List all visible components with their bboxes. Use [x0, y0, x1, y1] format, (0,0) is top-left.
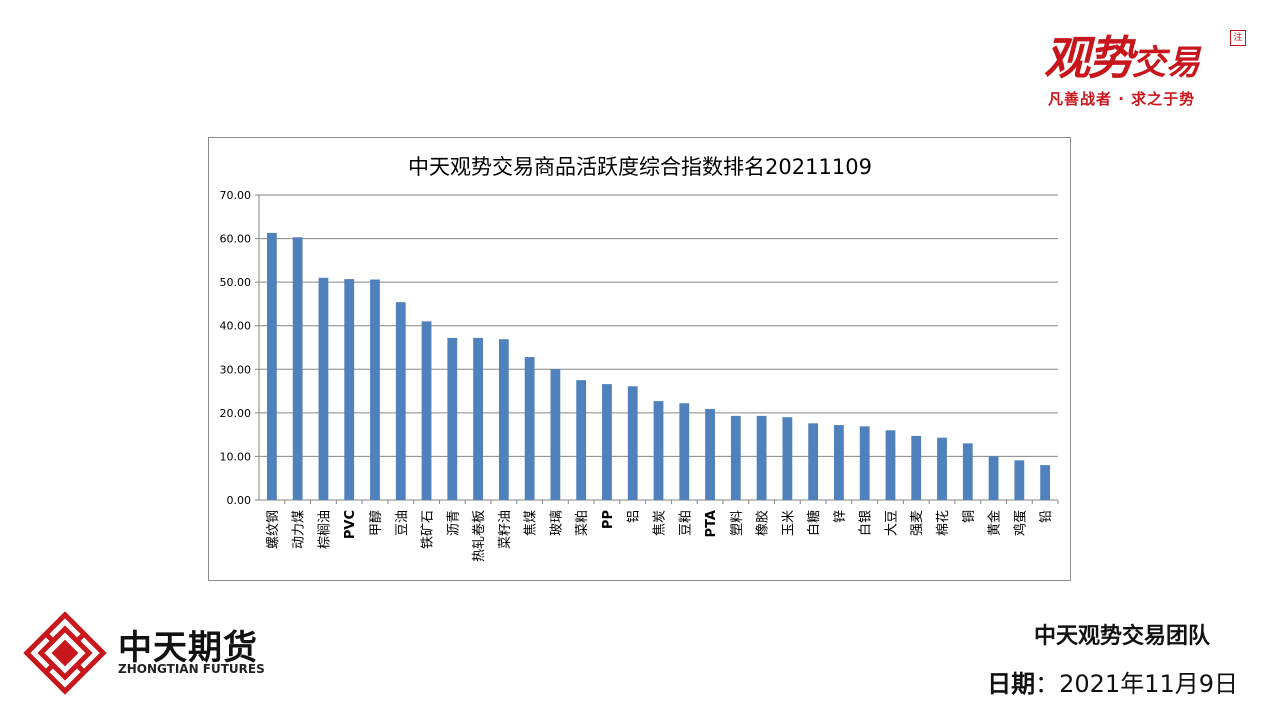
- x-tick-label: 鸡蛋: [1012, 510, 1028, 536]
- company-name-cn: 中天期货: [118, 628, 258, 668]
- y-tick-label: 70.00: [220, 189, 252, 202]
- y-tick-label: 60.00: [220, 233, 252, 246]
- y-tick-label: 10.00: [220, 450, 252, 463]
- bar-30: [1040, 465, 1051, 500]
- logo-wordmark: 观势交易: [1044, 31, 1200, 85]
- x-tick-label: 白糖: [806, 510, 822, 536]
- bar-22: [834, 425, 844, 500]
- x-tick-label: 铜: [962, 510, 977, 523]
- x-tick-label: 白银: [858, 510, 874, 536]
- bar-13: [602, 384, 612, 500]
- bar-14: [627, 386, 638, 500]
- bar-24: [885, 430, 896, 500]
- x-tick-label: 焦炭: [653, 510, 668, 536]
- company-name-en: ZHONGTIAN FUTURES: [118, 662, 265, 676]
- x-tick-label: PTA: [704, 510, 719, 537]
- bar-9: [498, 339, 509, 500]
- logo-seal: 注: [1230, 30, 1246, 46]
- y-tick-label: 0.00: [227, 494, 252, 507]
- x-tick-label: 菜籽油: [498, 510, 513, 549]
- x-tick-label: 豆油: [395, 510, 410, 536]
- x-tick-label: 铝: [627, 510, 642, 523]
- bar-29: [1014, 460, 1025, 500]
- bar-27: [962, 443, 973, 500]
- bar-chart: 中天观势交易商品活跃度综合指数排名20211109 0.00 10.00 20.00 3…: [220, 155, 1059, 562]
- bar-11: [550, 369, 561, 500]
- bar-21: [808, 423, 819, 500]
- x-tick-label: 甲醇: [368, 510, 384, 536]
- x-tick-label: 铅: [1039, 510, 1054, 523]
- x-tick-label: 塑料: [730, 510, 745, 536]
- chart-frame: 中天观势交易商品活跃度综合指数排名20211109 0.00 10.00 20.00 3…: [208, 137, 1071, 581]
- report-date: 日期：2021年11月9日: [987, 664, 1238, 699]
- x-tick-label: 锌: [833, 510, 848, 523]
- bar-5: [395, 302, 406, 500]
- bar-28: [988, 456, 999, 500]
- x-tick-label: 菜粕: [575, 510, 590, 536]
- x-tick-label: PVC: [343, 510, 358, 539]
- bar-4: [370, 279, 380, 500]
- y-tick-label: 50.00: [220, 276, 252, 289]
- x-tick-label: 黄金: [987, 510, 1003, 536]
- x-tick-label: 豆粕: [678, 510, 693, 536]
- x-tick-label: 焦煤: [524, 510, 539, 536]
- x-tick-label: 橡胶: [755, 510, 771, 536]
- bar-2: [318, 277, 329, 500]
- bar-20: [782, 417, 793, 500]
- bar-3: [344, 279, 355, 500]
- bar-1: [292, 237, 303, 500]
- bar-19: [756, 415, 767, 500]
- company-brand: 中天期货 ZHONGTIAN FUTURES: [22, 610, 282, 700]
- x-tick-label: 热轧卷板: [471, 510, 487, 562]
- chart-title: 中天观势交易商品活跃度综合指数排名20211109: [408, 155, 872, 179]
- y-tick-label: 20.00: [220, 407, 252, 420]
- x-tick-label: 棉花: [935, 510, 951, 536]
- bar-6: [421, 321, 432, 500]
- bar-15: [653, 401, 664, 500]
- date-value: 2021年11月9日: [1059, 670, 1238, 698]
- bar-23: [859, 426, 870, 500]
- bar-25: [911, 435, 922, 500]
- bar-10: [524, 357, 535, 500]
- bar-8: [473, 337, 483, 500]
- x-tick-label: 大豆: [884, 510, 899, 536]
- bar-0: [266, 232, 277, 500]
- bar-18: [730, 415, 741, 500]
- bar-12: [576, 380, 587, 500]
- bar-7: [447, 337, 458, 500]
- x-tick-label: 沥青: [446, 510, 461, 536]
- bar-26: [937, 437, 947, 500]
- team-name: 中天观势交易团队: [1033, 624, 1210, 649]
- x-tick-label: PP: [601, 510, 616, 529]
- bar-16: [679, 403, 690, 500]
- x-tick-label: 棕榈油: [317, 510, 332, 549]
- slogan: 凡善战者 · 求之于势: [1048, 90, 1196, 108]
- x-tick-label: 玉米: [781, 510, 796, 536]
- date-separator: ：: [1035, 670, 1060, 698]
- x-tick-label: 螺纹钢: [266, 510, 281, 549]
- x-tick-label: 强麦: [910, 510, 925, 536]
- y-tick-label: 40.00: [220, 320, 252, 333]
- company-logo-icon: [23, 611, 107, 695]
- date-label: 日期: [987, 670, 1036, 698]
- bar-17: [705, 408, 715, 500]
- x-tick-label: 动力煤: [292, 510, 307, 549]
- brand-logo-top: 观势交易 注 凡善战者 · 求之于势: [1040, 22, 1250, 112]
- y-tick-label: 30.00: [220, 363, 252, 376]
- x-tick-label: 玻璃: [549, 510, 564, 536]
- x-tick-label: 铁矿石: [421, 510, 436, 549]
